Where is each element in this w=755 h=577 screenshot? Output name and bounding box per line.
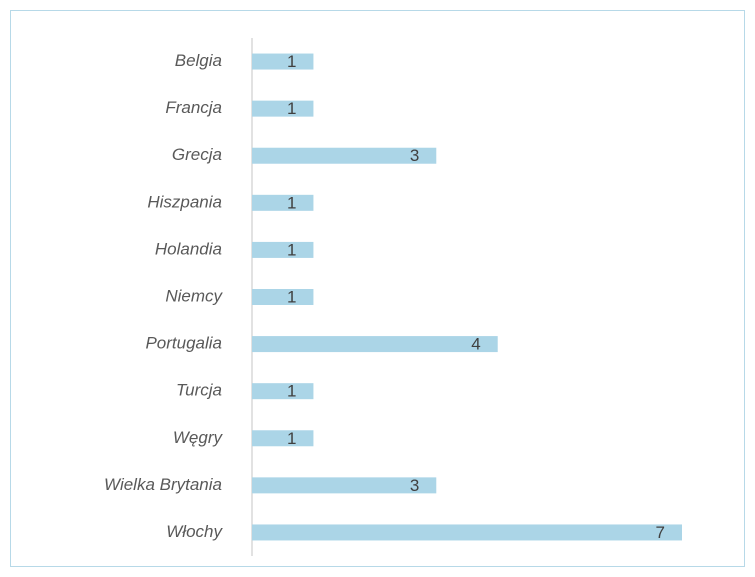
data-label: 1: [287, 429, 296, 448]
bar: [252, 477, 437, 494]
bar: [252, 241, 314, 258]
bar: [252, 194, 314, 211]
bar: [252, 53, 314, 70]
y-tick-label: Portugalia: [145, 334, 222, 353]
y-tick-label: Grecja: [172, 145, 222, 164]
data-label: 3: [410, 146, 419, 165]
data-label: 7: [656, 523, 665, 542]
bar: [252, 383, 314, 400]
bar: [252, 336, 498, 353]
bar: [252, 524, 682, 541]
data-label: 1: [287, 382, 296, 401]
data-label: 1: [287, 99, 296, 118]
data-label: 3: [410, 476, 419, 495]
y-tick-label: Francja: [165, 98, 222, 117]
bar: [252, 100, 314, 117]
bar: [252, 430, 314, 447]
y-tick-label: Turcja: [176, 381, 222, 400]
data-label: 1: [287, 52, 296, 71]
bar: [252, 289, 314, 305]
bar: [252, 147, 437, 164]
y-tick-label: Hiszpania: [147, 192, 222, 211]
y-tick-label: Belgia: [175, 51, 222, 70]
y-tick-label: Wielka Brytania: [104, 475, 222, 494]
chart-border: [10, 10, 745, 567]
y-tick-label: Węgry: [173, 428, 224, 447]
data-label: 4: [471, 335, 480, 354]
y-tick-label: Holandia: [155, 239, 222, 258]
y-tick-label: Włochy: [166, 522, 223, 541]
data-label: 1: [287, 240, 296, 259]
y-tick-label: Niemcy: [165, 286, 223, 305]
data-label: 1: [287, 193, 296, 212]
data-label: 1: [287, 287, 296, 306]
